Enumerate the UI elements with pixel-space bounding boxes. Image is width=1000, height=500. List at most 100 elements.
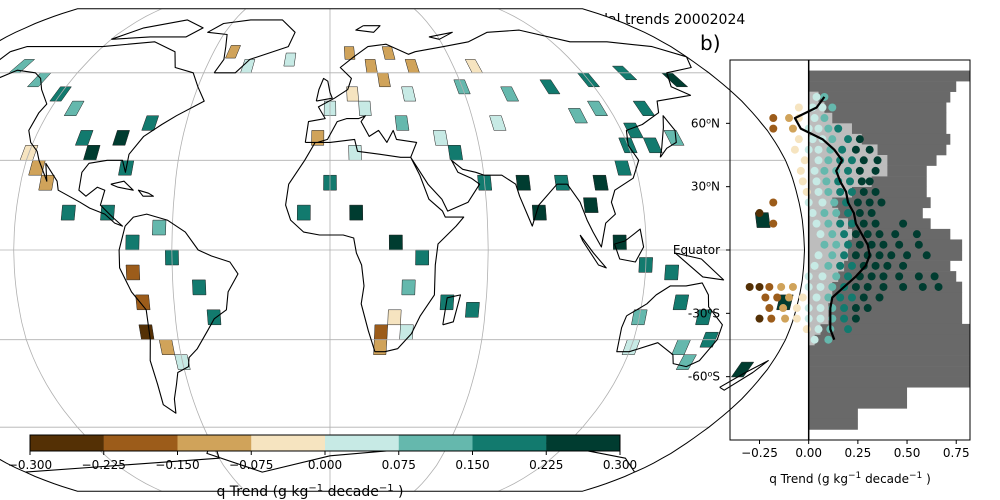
trend-point	[846, 177, 854, 186]
coverage-bar	[808, 218, 931, 230]
trend-point	[818, 103, 827, 112]
trend-point	[794, 135, 803, 144]
colorbar-tick-label: −0.225	[82, 458, 126, 472]
trend-cell	[387, 309, 402, 326]
trend-cell	[373, 339, 388, 355]
colorbar-tick-label: 0.075	[382, 458, 416, 472]
trend-point	[934, 282, 943, 291]
y-tick-label: -30oS	[688, 306, 720, 321]
trend-point	[877, 198, 886, 207]
trend-cell	[60, 204, 76, 221]
coastline	[111, 19, 204, 40]
x-tick-label: 0.50	[894, 446, 921, 460]
trend-point	[818, 198, 827, 207]
trend-point	[851, 282, 860, 291]
trend-cell	[296, 204, 311, 221]
trend-point	[836, 187, 845, 196]
trend-point	[832, 209, 841, 218]
colorbar-tick-label: −0.150	[155, 458, 199, 472]
colorbar-segment	[103, 435, 178, 451]
trend-point	[879, 282, 888, 291]
trend-cell	[432, 130, 449, 146]
trend-point	[863, 304, 872, 313]
trend-cell	[500, 86, 520, 102]
colorbar-label: q Trend (g kg−1 decade−1 )	[216, 483, 403, 500]
trend-point	[814, 156, 823, 165]
trend-cell	[567, 108, 588, 124]
trend-cell	[152, 219, 167, 236]
trend-point	[820, 114, 829, 123]
trend-point	[865, 198, 874, 207]
trend-point	[785, 114, 794, 123]
trend-cell	[554, 174, 570, 191]
trend-point	[899, 261, 908, 270]
trend-point	[871, 166, 880, 175]
coastlines	[0, 19, 769, 473]
trend-point	[765, 304, 774, 313]
zonal-trend-plot: −0.25 0.00 0.25 0.50 0.75 q Trend (g kg−1 dec…	[673, 59, 971, 486]
trend-cell	[141, 115, 160, 131]
trend-cell	[465, 302, 480, 318]
map-outline	[0, 8, 806, 492]
trend-point	[899, 219, 908, 228]
coastline	[207, 19, 296, 74]
trend-cell	[730, 361, 755, 378]
trend-point	[777, 282, 786, 291]
trend-point	[810, 114, 819, 123]
trend-cell	[346, 86, 359, 102]
trend-cell	[63, 100, 85, 116]
trend-point	[875, 251, 884, 260]
trend-point	[828, 103, 837, 112]
trend-cell	[664, 264, 680, 281]
trend-point	[844, 325, 853, 334]
trend-cell	[364, 59, 378, 74]
trend-point	[859, 293, 868, 302]
trend-point	[859, 187, 868, 196]
trend-point	[808, 209, 817, 218]
trend-point	[765, 282, 774, 291]
coastline	[315, 77, 333, 102]
colorbar-tick-label: 0.150	[455, 458, 489, 472]
trend-point	[814, 251, 823, 260]
trend-point	[847, 261, 856, 270]
coverage-bar	[808, 355, 970, 367]
y-tick-label: Equator	[673, 243, 720, 257]
trend-point	[836, 261, 845, 270]
trend-cell	[515, 174, 531, 191]
trend-point	[814, 187, 823, 196]
trend-point	[814, 325, 823, 334]
trend-point	[855, 166, 864, 175]
trend-point	[871, 187, 880, 196]
trend-point	[895, 240, 904, 249]
trend-cell	[623, 122, 644, 139]
trend-point	[840, 304, 849, 313]
trend-point	[769, 198, 778, 207]
panel-b-label: b)	[700, 31, 721, 55]
trend-cell	[394, 115, 410, 131]
trend-point	[847, 187, 856, 196]
trend-point	[769, 219, 778, 228]
trend-point	[822, 177, 831, 186]
coastline	[659, 115, 677, 158]
colorbar-tick-label: 0.000	[308, 458, 342, 472]
trend-point	[816, 282, 825, 291]
coverage-bar	[808, 81, 957, 92]
trend-point	[781, 314, 790, 323]
trend-cell	[399, 324, 414, 340]
coverage-bar	[808, 133, 951, 145]
trend-point	[761, 293, 770, 302]
coverage-bar	[808, 345, 970, 356]
trend-point	[834, 124, 843, 133]
coverage-bar	[808, 313, 963, 325]
trend-point	[808, 135, 817, 144]
trend-cell	[358, 100, 372, 116]
trend-point	[798, 293, 807, 302]
colorbar-segment	[472, 435, 547, 451]
trend-point	[812, 293, 821, 302]
coastline	[0, 41, 205, 227]
longitude-gridline	[498, 8, 647, 492]
trend-point	[840, 251, 849, 260]
trend-point	[828, 251, 837, 260]
coastline	[137, 189, 154, 197]
trend-point	[767, 314, 776, 323]
